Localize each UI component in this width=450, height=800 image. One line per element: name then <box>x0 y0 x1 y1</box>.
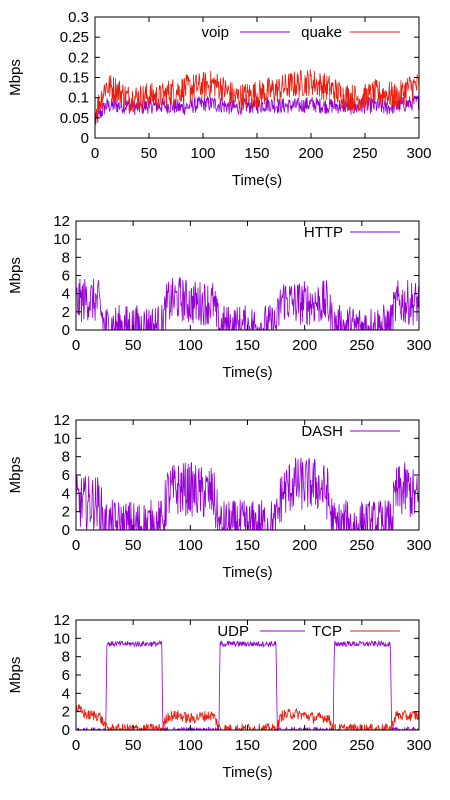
x-tick-label: 50 <box>141 145 158 162</box>
y-tick-label: 2 <box>62 504 70 521</box>
x-tick-label: 0 <box>72 537 80 554</box>
x-tick-label: 100 <box>178 737 203 754</box>
x-tick-label: 150 <box>244 145 269 162</box>
legend-label-voip: voip <box>201 24 229 41</box>
x-tick-label: 50 <box>125 737 142 754</box>
y-tick-label: 0.1 <box>68 90 89 107</box>
y-tick-label: 0.15 <box>60 70 89 87</box>
y-tick-label: 2 <box>62 304 70 321</box>
y-tick-label: 0.3 <box>68 9 89 26</box>
y-tick-label: 0 <box>81 130 89 147</box>
x-tick-label: 250 <box>349 537 374 554</box>
y-tick-label: 8 <box>62 649 70 666</box>
x-axis-label: Time(s) <box>222 364 272 381</box>
y-tick-label: 6 <box>62 667 70 684</box>
x-tick-label: 200 <box>292 337 317 354</box>
y-tick-label: 12 <box>53 213 70 230</box>
x-tick-label: 300 <box>406 337 431 354</box>
y-tick-label: 0.25 <box>60 29 89 46</box>
x-tick-label: 150 <box>235 737 260 754</box>
x-tick-label: 0 <box>91 145 99 162</box>
x-axis-label: Time(s) <box>232 172 282 189</box>
x-tick-label: 250 <box>352 145 377 162</box>
y-tick-label: 10 <box>53 231 70 248</box>
legend-label-tcp: TCP <box>312 623 342 640</box>
x-tick-label: 100 <box>190 145 215 162</box>
x-tick-label: 200 <box>292 737 317 754</box>
y-tick-label: 10 <box>53 630 70 647</box>
y-tick-label: 0.2 <box>68 49 89 66</box>
x-tick-label: 150 <box>235 337 260 354</box>
y-tick-label: 6 <box>62 467 70 484</box>
y-tick-label: 0 <box>62 522 70 539</box>
legend-label-http: HTTP <box>304 224 343 241</box>
y-tick-label: 4 <box>62 286 70 303</box>
x-tick-label: 300 <box>406 737 431 754</box>
x-tick-label: 50 <box>125 337 142 354</box>
y-tick-label: 4 <box>62 685 70 702</box>
x-tick-label: 150 <box>235 537 260 554</box>
x-axis-label: Time(s) <box>222 764 272 781</box>
legend-label-quake: quake <box>301 24 342 41</box>
legend-label-dash: DASH <box>301 423 343 440</box>
series-line-quake <box>94 69 420 125</box>
y-tick-label: 10 <box>53 430 70 447</box>
x-tick-label: 100 <box>178 537 203 554</box>
x-tick-label: 50 <box>125 537 142 554</box>
x-tick-label: 200 <box>298 145 323 162</box>
x-tick-label: 200 <box>292 537 317 554</box>
x-tick-label: 300 <box>406 145 431 162</box>
y-tick-label: 8 <box>62 249 70 266</box>
plot-frame <box>94 16 420 139</box>
y-tick-label: 12 <box>53 612 70 629</box>
series-line-dash <box>75 457 420 532</box>
y-tick-label: 0.05 <box>60 110 89 127</box>
y-tick-label: 0 <box>62 322 70 339</box>
y-tick-label: 12 <box>53 412 70 429</box>
x-tick-label: 300 <box>406 537 431 554</box>
y-tick-label: 2 <box>62 704 70 721</box>
y-tick-label: 8 <box>62 449 70 466</box>
x-tick-label: 250 <box>349 337 374 354</box>
y-tick-label: 0 <box>62 722 70 739</box>
x-tick-label: 0 <box>72 737 80 754</box>
x-tick-label: 100 <box>178 337 203 354</box>
y-axis-label: Mbps <box>7 257 24 294</box>
y-axis-label: Mbps <box>7 457 24 494</box>
x-tick-label: 0 <box>72 337 80 354</box>
series-line-udp <box>75 639 420 732</box>
x-tick-label: 250 <box>349 737 374 754</box>
y-tick-label: 4 <box>62 485 70 502</box>
y-axis-label: Mbps <box>7 657 24 694</box>
y-axis-label: Mbps <box>7 59 24 96</box>
series-line-http <box>75 277 420 332</box>
y-tick-label: 6 <box>62 268 70 285</box>
x-axis-label: Time(s) <box>222 564 272 581</box>
legend-label-udp: UDP <box>217 623 249 640</box>
